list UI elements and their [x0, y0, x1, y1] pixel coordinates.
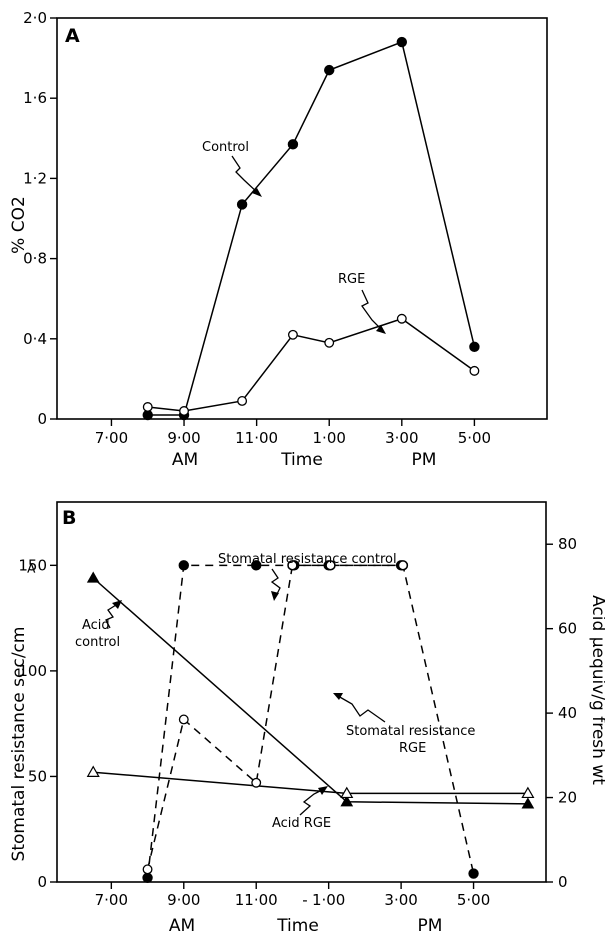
- panel-b-point-acid-rge: [86, 765, 100, 777]
- annotation-acid-control-arrow: [105, 604, 117, 629]
- annotation-stomatal-rge-1: Stomatal resistance: [346, 724, 475, 739]
- panel-a-x-tick-label: 5·00: [458, 429, 491, 447]
- panel-a-point-rge: [287, 329, 298, 340]
- panel-b-left-tick-label: 50: [28, 767, 47, 785]
- panel-b-point-stomatal-rge: [287, 560, 298, 571]
- panel-a-pm-label: PM: [412, 450, 437, 470]
- panel-a-series-line-rge: [147, 317, 475, 412]
- panel-b-x-tick-label: 3·00: [384, 891, 417, 909]
- annotation-acid-control-1: Acid: [82, 618, 110, 633]
- annotation-stomatal-rge-arrow: [337, 695, 386, 723]
- panel-a-label: A: [65, 25, 80, 47]
- panel-b-point-stomatal-control: [468, 868, 479, 879]
- annotation-acid-rge-arrow: [299, 789, 323, 816]
- panel-b-x-tick-label: 11·00: [235, 891, 278, 909]
- panel-a-point-rge: [469, 365, 480, 376]
- panel-b-point-stomatal-rge: [142, 864, 153, 875]
- panel-a-point-rge: [237, 396, 248, 406]
- panel-b-point-stomatal-rge: [178, 714, 189, 725]
- annotation-stomatal-control-arrow: [270, 568, 281, 597]
- annotation-control: Control: [202, 140, 249, 155]
- panel-a-ylabel: % CO2: [9, 196, 29, 254]
- panel-a-point-control: [396, 36, 408, 48]
- panel-b-point-stomatal-rge: [397, 560, 408, 571]
- panel-b-ylabel-right: Acid µequiv/g fresh wt: [588, 595, 605, 785]
- panel-a-x-tick-label: 3·00: [385, 429, 418, 447]
- annotation-control-arrowhead: [252, 188, 262, 197]
- panel-b-point-stomatal-control: [178, 560, 189, 571]
- panel-b-mid-tick-label: -: [302, 891, 307, 909]
- panel-a-point-rge: [324, 337, 335, 348]
- panel-a-point-control: [324, 64, 335, 76]
- panel-a-point-control: [287, 139, 299, 150]
- panel-a-y-tick-label: 0·4: [23, 330, 47, 348]
- panel-b-left-tick-label: 100: [18, 662, 47, 680]
- panel-a-y-tick-label: 1·2: [23, 169, 47, 187]
- annotation-acid-rge-arrowhead: [318, 786, 328, 795]
- panel-b-left-tick-label: 0: [37, 873, 47, 891]
- annotation-acid-control-2: control: [75, 635, 120, 650]
- panel-a-series-line-control: [147, 41, 476, 416]
- panel-b-x-tick-label: 5·00: [457, 891, 490, 909]
- panel-b-ylabel-left: Stomatal resistance sec/cm: [9, 627, 29, 862]
- panel-b-right-tick-label: 60: [558, 620, 577, 638]
- panel-a-x-tick-label: 9·00: [167, 429, 200, 447]
- panel-b-right-tick-label: 20: [558, 789, 577, 807]
- panel-b-right-tick-label: 80: [558, 535, 577, 553]
- panel-a-x-tick-label: 11·00: [235, 429, 278, 447]
- panel-a-point-rge: [179, 406, 189, 416]
- panel-b-xlabel: Time: [276, 916, 319, 936]
- panel-b-label: B: [62, 507, 76, 529]
- panel-b-frame: [56, 501, 547, 883]
- panel-b-pm-label: PM: [418, 916, 443, 936]
- panel-b-left-tick-label: 150: [18, 556, 47, 574]
- annotation-stomatal-rge-2: RGE: [399, 741, 426, 756]
- panel-b-point-acid-control: [340, 795, 354, 807]
- panel-a-y-tick-label: 2·0: [23, 9, 47, 27]
- panel-b-am-label: AM: [169, 916, 195, 936]
- annotation-acid-control-arrowhead: [112, 600, 122, 609]
- annotation-rge-arrow: [361, 289, 383, 331]
- annotation-acid-rge: Acid RGE: [272, 816, 331, 831]
- panel-a-point-control: [236, 199, 248, 210]
- panel-a-y-tick-label: 1·6: [23, 89, 47, 107]
- panel-b-point-acid-control: [521, 797, 535, 809]
- annotation-stomatal-control: Stomatal resistance control: [218, 552, 397, 567]
- panel-b-right-tick-label: 0: [558, 873, 568, 891]
- panel-b-point-acid-control: [86, 571, 100, 583]
- panel-a-point-control: [469, 341, 480, 353]
- panel-b-series-line-stomatal-rge: [146, 564, 403, 870]
- panel-b-right-tick-label: 40: [558, 704, 577, 722]
- panel-b-point-stomatal-control: [251, 560, 262, 571]
- panel-a-x-tick-label: 7·00: [95, 429, 128, 447]
- panel-b-point-stomatal-control: [142, 872, 153, 883]
- panel-a-point-rge: [396, 313, 407, 324]
- panel-b-series-line-acid-control: [92, 577, 528, 805]
- panel-b-point-acid-rge: [340, 786, 354, 799]
- panel-a-frame: [56, 17, 548, 420]
- annotation-stomatal-rge-arrowhead: [333, 693, 343, 700]
- panel-a-am-label: AM: [172, 450, 198, 470]
- panel-a-y-tick-label: 0: [37, 410, 47, 428]
- panel-b-axis-break: >: [22, 562, 40, 575]
- annotation-stomatal-control-arrowhead: [271, 591, 279, 601]
- annotation-rge-arrowhead: [376, 325, 386, 334]
- panel-b-point-acid-rge: [521, 786, 535, 799]
- annotation-control-arrow: [231, 155, 259, 194]
- panel-b-x-tick-label: 1·00: [312, 891, 345, 909]
- panel-a-xlabel: Time: [280, 450, 323, 470]
- annotation-rge: RGE: [338, 272, 365, 287]
- panel-a-x-tick-label: 1·00: [313, 429, 346, 447]
- panel-b-point-stomatal-rge: [251, 777, 262, 788]
- panel-b-point-stomatal-rge: [325, 560, 336, 571]
- panel-b-x-tick-label: 9·00: [167, 891, 200, 909]
- panel-a-y-tick-label: 0·8: [23, 250, 47, 268]
- panel-a-point-rge: [142, 402, 153, 412]
- panel-b-x-tick-label: 7·00: [95, 891, 128, 909]
